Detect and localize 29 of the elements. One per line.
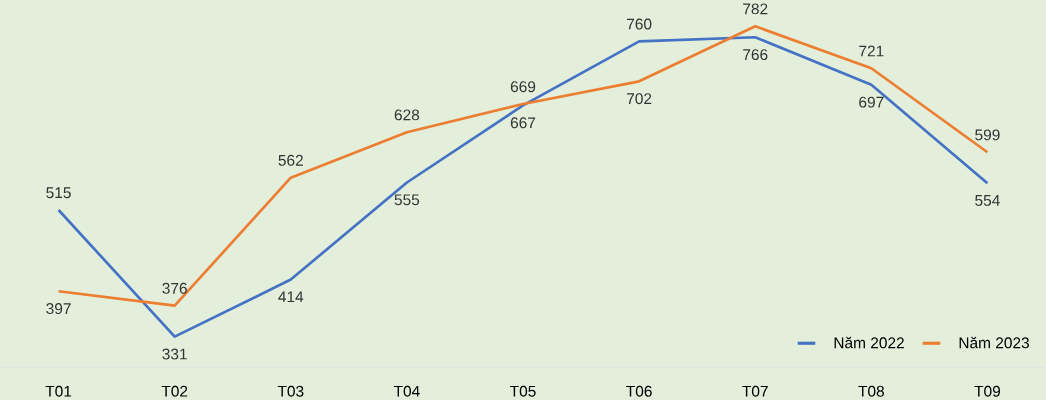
data-label: 760 xyxy=(627,18,652,30)
x-tick-label: T03 xyxy=(277,385,304,397)
data-label: 628 xyxy=(394,109,420,121)
x-tick-label: T04 xyxy=(393,385,420,397)
x-tick-label: T05 xyxy=(510,385,536,397)
data-label: 599 xyxy=(975,129,1000,141)
legend-label: Năm 2023 xyxy=(959,336,1029,349)
data-label: 697 xyxy=(859,96,884,108)
x-tick-label: T08 xyxy=(858,385,884,397)
data-label: 376 xyxy=(162,282,187,294)
data-label: 669 xyxy=(510,81,536,93)
data-label: 331 xyxy=(162,348,187,360)
x-tick-label: T06 xyxy=(626,385,652,397)
data-label: 782 xyxy=(743,3,768,15)
legend-label: Năm 2022 xyxy=(834,336,904,349)
data-label: 766 xyxy=(743,49,768,61)
x-tick-label: T02 xyxy=(161,385,188,397)
data-label: 721 xyxy=(859,45,884,57)
data-label: 414 xyxy=(278,291,304,302)
data-label: 554 xyxy=(975,195,1000,206)
x-tick-label: T09 xyxy=(974,385,1001,397)
x-tick-label: T07 xyxy=(742,385,768,397)
data-label: 562 xyxy=(278,154,303,166)
data-label: 515 xyxy=(46,187,71,199)
data-label: 555 xyxy=(394,194,420,206)
data-label: 667 xyxy=(510,117,536,129)
data-label: 397 xyxy=(46,303,71,314)
data-label: 702 xyxy=(627,93,652,105)
x-tick-label: T01 xyxy=(45,385,72,397)
